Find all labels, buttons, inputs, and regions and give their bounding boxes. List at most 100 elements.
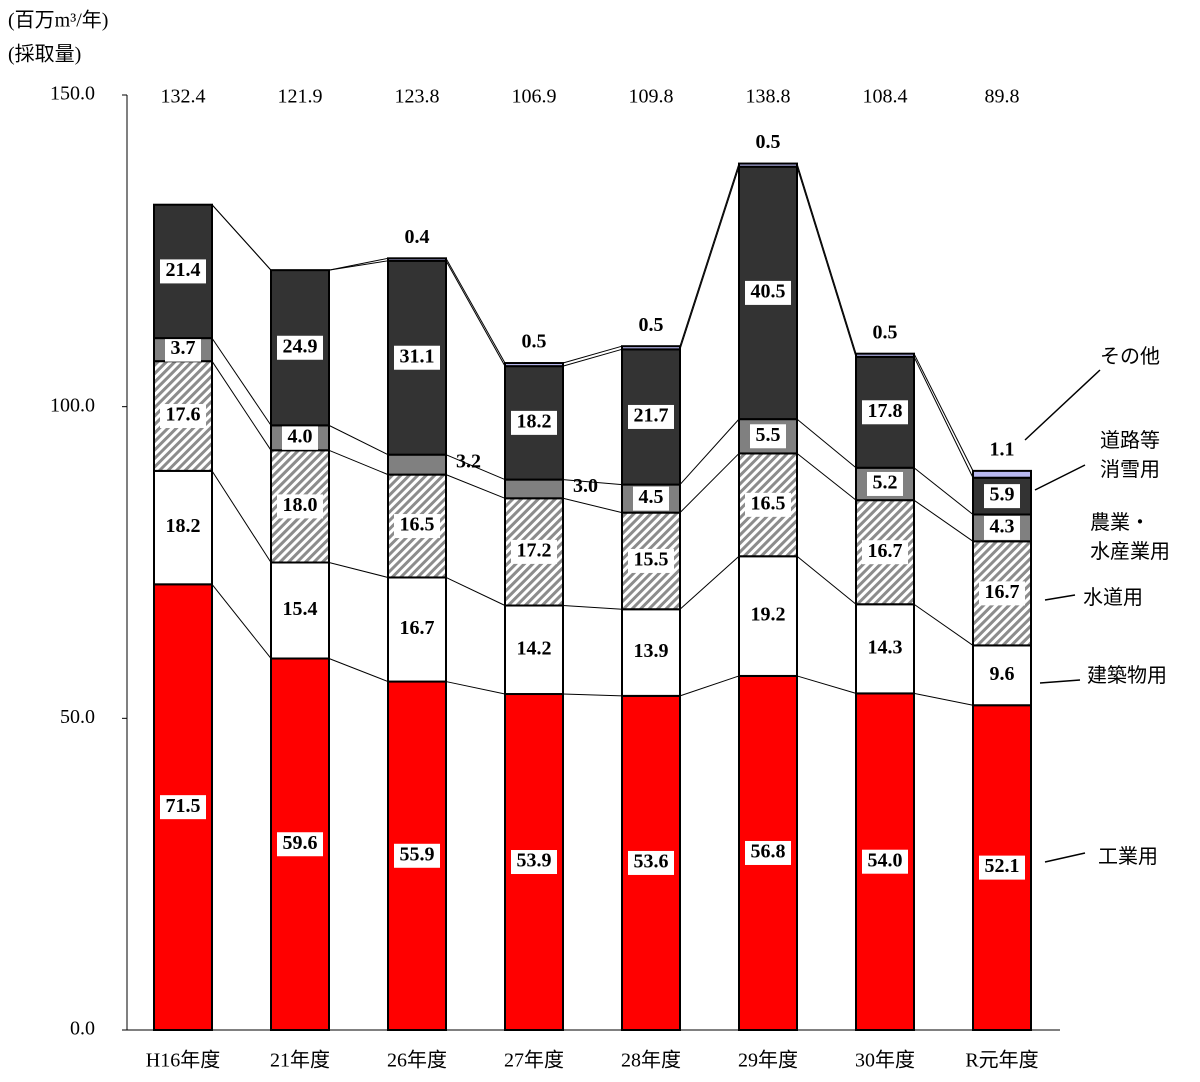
- bar-segment: [738, 162, 798, 168]
- value-label-bg: [984, 484, 1020, 509]
- value-label: 19.2: [751, 604, 786, 626]
- x-tick-label: 21年度: [270, 1049, 330, 1072]
- value-label: 15.4: [283, 598, 318, 620]
- total-label: 123.8: [395, 86, 440, 108]
- legend-label: 道路等 消雪用: [1100, 430, 1160, 481]
- legend-leader: [1044, 852, 1086, 863]
- x-tick-label: H16年度: [146, 1049, 220, 1072]
- value-label-bg: [862, 636, 908, 661]
- value-label: 5.2: [873, 472, 898, 494]
- value-label-bg: [862, 540, 908, 565]
- value-label: 18.0: [283, 494, 318, 516]
- value-label: 13.9: [634, 640, 669, 662]
- connector-line: [211, 360, 272, 451]
- connector-line: [445, 474, 506, 499]
- value-label: 16.5: [751, 492, 786, 514]
- value-label: 56.8: [751, 841, 786, 863]
- value-label: 0.5: [756, 131, 781, 153]
- value-label: 21.4: [166, 259, 201, 281]
- value-label-bg: [628, 548, 674, 573]
- legend-label: 建築物用: [1087, 665, 1167, 687]
- x-tick-label: 30年度: [855, 1049, 915, 1072]
- bar-segment: [504, 362, 564, 368]
- value-label-bg: [745, 492, 791, 517]
- x-tick-label: R元年度: [965, 1049, 1038, 1072]
- value-label: 40.5: [751, 281, 786, 303]
- connector-line: [913, 356, 974, 478]
- connector-line: [328, 449, 389, 476]
- value-label: 5.9: [990, 484, 1015, 506]
- value-label: 55.9: [400, 843, 435, 865]
- value-label: 21.7: [634, 405, 669, 427]
- connector-line: [562, 345, 623, 364]
- value-label: 15.5: [634, 549, 669, 571]
- value-label-bg: [628, 850, 674, 875]
- connector-line: [445, 681, 506, 695]
- bar-segment: [972, 469, 1032, 479]
- value-label: 24.9: [283, 335, 318, 357]
- value-label: 4.3: [990, 515, 1015, 537]
- value-label-bg: [745, 840, 791, 865]
- x-tick-label: 29年度: [738, 1049, 798, 1072]
- connector-line: [679, 163, 740, 347]
- connector-line: [328, 658, 389, 683]
- value-label-bg: [165, 337, 201, 362]
- y-axis-label: (採取量): [8, 43, 81, 66]
- legend-leader: [1044, 594, 1076, 601]
- value-label: 4.0: [288, 425, 313, 447]
- value-label-bg: [633, 486, 669, 511]
- value-label: 14.2: [517, 637, 552, 659]
- value-label-bg: [745, 280, 791, 305]
- value-label-bg: [628, 640, 674, 665]
- y-unit-label: (百万m³/年): [8, 9, 108, 32]
- value-label-bg: [160, 404, 206, 429]
- connector-line: [913, 499, 974, 542]
- value-label: 3.0: [573, 475, 598, 497]
- connector-line: [445, 258, 506, 364]
- x-tick-label: 28年度: [621, 1049, 681, 1072]
- connector-line: [328, 257, 389, 271]
- y-tick-label: 0.0: [70, 1018, 95, 1040]
- value-label-bg: [277, 598, 323, 623]
- connector-line: [679, 675, 740, 697]
- value-label: 3.2: [456, 450, 481, 472]
- connector-line: [562, 605, 623, 610]
- value-label-bg: [511, 850, 557, 875]
- y-tick-label: 100.0: [50, 394, 95, 416]
- connector-line: [562, 497, 623, 514]
- bar-segment: [387, 257, 447, 262]
- value-label-bg: [511, 637, 557, 662]
- value-label: 71.5: [166, 795, 201, 817]
- connector-line: [796, 166, 857, 357]
- value-label-bg: [277, 494, 323, 519]
- legend-leader: [1024, 369, 1101, 441]
- value-label: 14.3: [868, 636, 903, 658]
- value-label: 18.2: [517, 410, 552, 432]
- connector-line: [211, 470, 272, 563]
- bar-segment: [504, 478, 564, 500]
- connector-line: [445, 577, 506, 606]
- value-label: 16.7: [985, 581, 1020, 603]
- value-label: 9.6: [990, 663, 1015, 685]
- value-label-bg: [277, 832, 323, 857]
- value-label-bg: [862, 400, 908, 425]
- value-label: 0.5: [873, 321, 898, 343]
- legend-label: その他: [1100, 346, 1160, 368]
- bar-segment: [855, 352, 915, 358]
- legend-label: 農業・ 水産業用: [1090, 512, 1170, 563]
- x-tick-label: 27年度: [504, 1049, 564, 1072]
- value-label: 18.2: [166, 515, 201, 537]
- y-tick-label: 50.0: [60, 706, 95, 728]
- connector-line: [796, 555, 857, 605]
- connector-line: [796, 453, 857, 501]
- x-tick-label: 26年度: [387, 1049, 447, 1072]
- value-label-bg: [160, 515, 206, 540]
- connector-line: [562, 693, 623, 697]
- value-label-bg: [984, 663, 1020, 688]
- connector-line: [328, 424, 389, 456]
- value-label-bg: [160, 795, 206, 820]
- connector-line: [913, 603, 974, 646]
- connector-line: [562, 479, 623, 486]
- value-label: 0.5: [639, 314, 664, 336]
